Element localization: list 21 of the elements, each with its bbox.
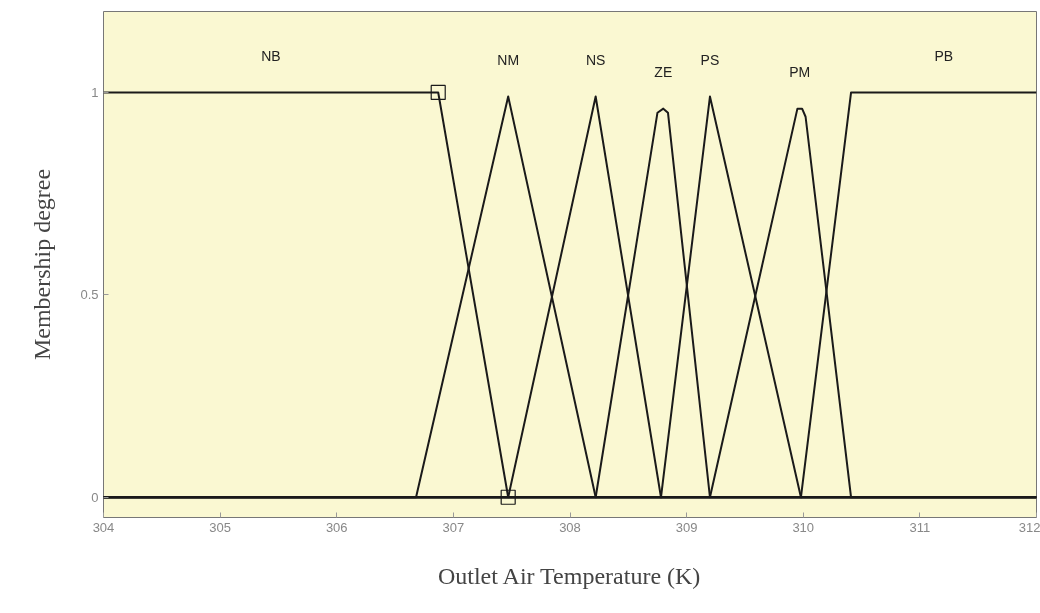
x-tick-label: 310 [792, 519, 815, 535]
text: PS [700, 52, 720, 69]
x-tick-label: 307 [442, 519, 465, 535]
text: PB [934, 48, 954, 65]
y-tick-label: 0.5 [80, 287, 99, 303]
text: ZE [654, 64, 673, 81]
text: PM [789, 64, 811, 81]
x-tick-label: 311 [909, 519, 931, 535]
x-axis-title: Outlet Air Temperature (K) [437, 562, 701, 589]
x-tick-label: 309 [675, 519, 698, 535]
y-tick-label: 0 [91, 489, 99, 505]
y-tick-label: 1 [91, 84, 99, 100]
y-axis-title: Membership degree [29, 168, 56, 361]
x-tick-label: 306 [325, 519, 348, 535]
x-tick-label: 304 [92, 519, 115, 535]
x-tick-label: 308 [559, 519, 581, 535]
text: NS [585, 52, 606, 69]
x-tick-label: 305 [209, 519, 231, 535]
text: NM [497, 52, 520, 69]
text: NB [261, 48, 281, 65]
x-tick-label: 312 [1018, 519, 1040, 535]
